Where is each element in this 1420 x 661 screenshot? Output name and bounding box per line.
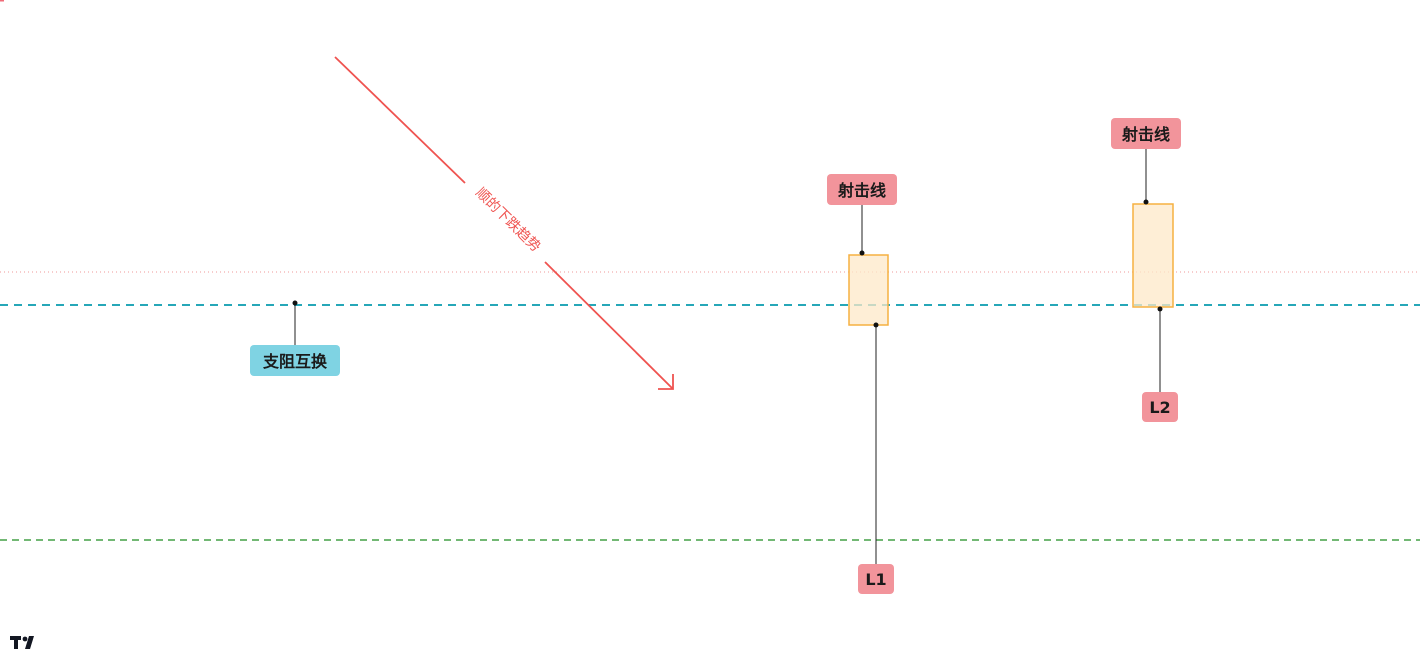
candles-group [0, 0, 4, 2]
l1-label-box[interactable] [858, 564, 894, 594]
ss2-anchor-dot [1143, 199, 1149, 205]
l1-label: L1 [865, 570, 886, 589]
ss2-label: 射击线 [1121, 125, 1170, 144]
candle-body[interactable] [0, 0, 4, 2]
shooting-star-box-1 [848, 254, 889, 326]
ss1-anchor-dot [859, 250, 865, 256]
l2-label-box[interactable] [1142, 392, 1178, 422]
downtrend-arrow [334, 56, 674, 390]
ss2-label-box[interactable] [1111, 118, 1181, 149]
sr-anchor-dot [292, 300, 298, 306]
l1-anchor-dot [873, 322, 879, 328]
l2-label: L2 [1149, 398, 1170, 417]
l2-anchor-dot [1157, 306, 1163, 312]
tradingview-logo-icon [10, 636, 34, 649]
ss1-label-box[interactable] [827, 174, 897, 205]
trend-label: 顺的下跌趋势 [472, 185, 543, 255]
ss1-label: 射击线 [837, 181, 886, 200]
shooting-star-box-2 [1132, 203, 1174, 308]
sr-label-box[interactable] [250, 345, 340, 376]
sr-label: 支阻互换 [262, 352, 328, 371]
